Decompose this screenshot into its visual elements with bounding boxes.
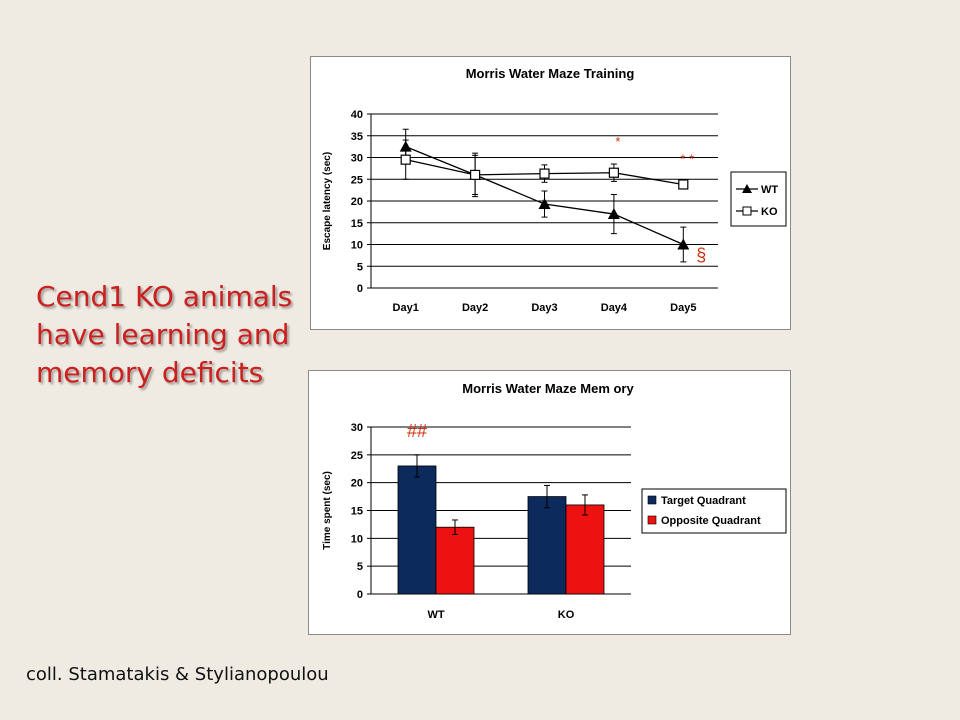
significance-mark: * *	[680, 152, 694, 167]
x-tick-label: Day2	[462, 302, 488, 314]
y-tick-label: 40	[351, 109, 363, 121]
y-tick-label: 20	[351, 196, 363, 208]
legend-label: KO	[761, 206, 778, 218]
headline: Cend1 KO animals have learning and memor…	[36, 278, 316, 392]
bar-target	[527, 496, 567, 595]
y-tick-label: 0	[357, 283, 363, 295]
point-WT	[607, 208, 620, 220]
legend-label: Target Quadrant	[661, 495, 746, 507]
bar-opposite	[565, 504, 605, 595]
point-KO	[470, 169, 481, 181]
x-tick-label: WT	[427, 609, 444, 621]
significance-mark: ##	[407, 421, 427, 441]
y-tick-label: 0	[357, 589, 363, 601]
headline-line-2: have learning and	[36, 318, 290, 351]
memory-bar-chart: Morris Water Maze Mem ory 0 5 10 15 20 25 30 Tim…	[308, 370, 791, 635]
point-WT	[677, 238, 690, 250]
point-KO	[678, 179, 689, 190]
legend-label: Opposite Quadrant	[661, 515, 761, 527]
y-tick-label: 25	[351, 450, 363, 462]
x-tick-label: Day5	[670, 302, 696, 314]
legend-marker	[742, 184, 752, 193]
significance-mark: *	[615, 134, 620, 149]
x-tick-label: Day4	[601, 302, 628, 314]
training-line-chart: Morris Water Maze Training 0 5 10 15 20 25 30 35…	[310, 56, 791, 330]
legend-marker	[742, 206, 752, 216]
chart-title: Morris Water Maze Training	[466, 66, 635, 81]
chart-title: Morris Water Maze Mem ory	[462, 381, 634, 396]
legend-box	[730, 171, 787, 227]
point-KO	[539, 168, 550, 179]
legend-label: WT	[761, 184, 778, 196]
x-tick-label: Day3	[531, 302, 557, 314]
significance-mark: §	[696, 245, 706, 265]
y-axis-label: Escape latency (sec)	[322, 152, 333, 250]
legend-swatch	[647, 495, 657, 505]
legend-box	[641, 488, 787, 534]
y-tick-label: 30	[351, 153, 363, 165]
x-tick-label: KO	[558, 609, 575, 621]
y-tick-label: 5	[357, 261, 363, 273]
point-KO	[608, 167, 619, 178]
legend-swatch	[647, 515, 657, 525]
x-tick-label: Day1	[393, 302, 419, 314]
point-KO	[400, 154, 411, 165]
headline-line-3: memory deficits	[36, 356, 264, 389]
y-tick-label: 10	[351, 533, 363, 545]
y-tick-label: 35	[351, 131, 363, 143]
chart-border	[310, 56, 791, 330]
point-WT	[538, 198, 551, 210]
y-tick-label: 30	[351, 422, 363, 434]
bar-opposite	[435, 526, 475, 595]
y-tick-label: 5	[357, 561, 363, 573]
y-axis-label: Time spent (sec)	[322, 471, 333, 550]
credit-text: coll. Stamatakis & Stylianopoulou	[26, 664, 329, 685]
headline-line-1: Cend1 KO animals	[36, 280, 293, 313]
y-tick-label: 25	[351, 174, 363, 186]
y-tick-label: 20	[351, 478, 363, 490]
y-tick-label: 10	[351, 240, 363, 252]
y-tick-label: 15	[351, 218, 363, 230]
y-tick-label: 15	[351, 506, 363, 518]
bar-target	[397, 465, 437, 595]
